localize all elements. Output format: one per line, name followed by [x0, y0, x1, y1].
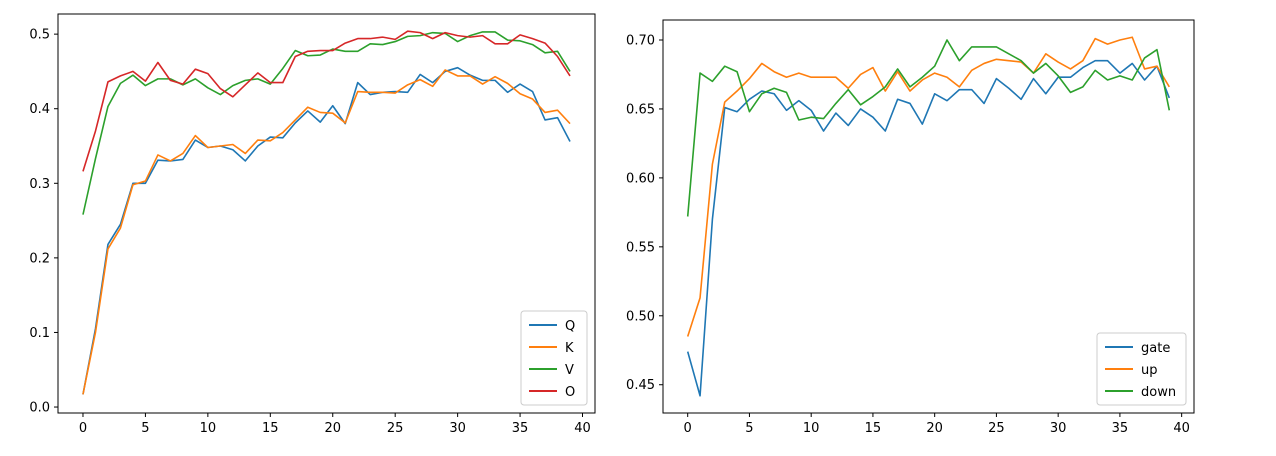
x-tick-label: 30 [449, 421, 466, 436]
y-tick-label: 0.45 [626, 378, 655, 393]
plot-frame [57, 13, 596, 414]
x-tick-label: 30 [1050, 421, 1067, 436]
series-line-K [82, 69, 571, 395]
x-tick-label: 40 [1173, 421, 1190, 436]
y-tick-label: 0.55 [626, 240, 655, 255]
x-tick-label: 25 [988, 421, 1005, 436]
x-tick-label: 35 [512, 421, 529, 436]
y-tick-label: 0.5 [29, 28, 50, 43]
x-tick-label: 10 [200, 421, 217, 436]
legend-label-K: K [565, 341, 574, 356]
x-tick-label: 10 [803, 421, 820, 436]
x-tick-label: 35 [1112, 421, 1129, 436]
mlp-chart: 0 5 10 15 20 25 30 35 40 0.45 0.50 0.55 0.60 0.65 0.70… [626, 19, 1195, 436]
y-tick-label: 0.0 [29, 401, 50, 416]
legend-label-down: down [1141, 385, 1176, 400]
x-tick-label: 15 [262, 421, 279, 436]
legend-label-gate: gate [1141, 341, 1170, 356]
x-tick-label: 0 [684, 421, 692, 436]
x-tick-label: 40 [574, 421, 591, 436]
legend-box [520, 310, 588, 406]
x-tick-label: 0 [79, 421, 87, 436]
legend-label-Q: Q [565, 319, 575, 334]
y-tick-label: 0.3 [29, 177, 50, 192]
series-line-down [686, 39, 1171, 217]
x-tick-label: 20 [926, 421, 943, 436]
y-tick-label: 0.70 [626, 33, 655, 48]
series-line-Q [82, 66, 571, 395]
series-line-V [82, 31, 571, 215]
series-line-gate [686, 59, 1171, 397]
series-line-O [82, 30, 571, 172]
legend: gate up down [1096, 332, 1187, 406]
x-tick-label: 5 [141, 421, 149, 436]
x-tick-label: 5 [745, 421, 753, 436]
y-tick-label: 0.1 [29, 326, 50, 341]
x-tick-label: 20 [324, 421, 341, 436]
legend-label-O: O [565, 385, 575, 400]
legend-label-V: V [565, 363, 574, 378]
y-tick-label: 0.4 [29, 102, 50, 117]
legend-label-up: up [1141, 363, 1158, 378]
y-tick-label: 0.50 [626, 309, 655, 324]
x-tick-label: 25 [387, 421, 404, 436]
y-tick-label: 0.2 [29, 251, 50, 266]
plot-frame [662, 19, 1195, 414]
legend-box [1096, 332, 1187, 406]
x-tick-label: 15 [865, 421, 882, 436]
series-line-up [686, 36, 1170, 337]
y-tick-label: 0.60 [626, 171, 655, 186]
y-tick-label: 0.65 [626, 102, 655, 117]
